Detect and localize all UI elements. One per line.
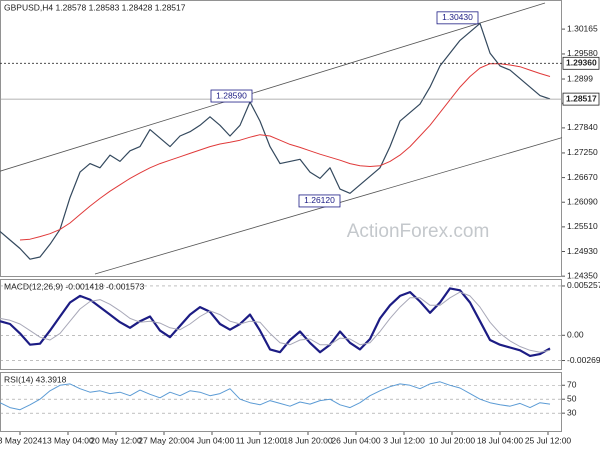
x-tick-label: 18 Jul 04:00	[477, 435, 524, 445]
y-tick-label: 1.25510	[567, 221, 598, 231]
x-tick-label: 25 Jul 12:00	[525, 435, 572, 445]
panel-title: MACD(12,26,9) -0.001418 -0.001573	[4, 281, 145, 291]
x-tick-label: 10 Jul 20:00	[429, 435, 476, 445]
annotation-box	[298, 194, 341, 208]
y-tick-label: 0.00	[567, 330, 584, 340]
annotation-box	[436, 11, 479, 25]
y-tick-label: 1.24350	[567, 270, 598, 280]
panel-frame	[0, 372, 562, 432]
panel-frame	[0, 0, 562, 277]
level-label: 1.28517	[566, 93, 597, 103]
annotation-label: 1.30430	[442, 12, 473, 22]
x-tick-label: 20 May 12:00	[90, 435, 142, 445]
annotation-label: 1.26120	[304, 195, 335, 205]
x-tick-label: 3 May 2024	[0, 435, 42, 445]
y-tick-label: 1.26670	[567, 172, 598, 182]
y-tick-label: 70	[567, 380, 577, 390]
series-line	[0, 381, 551, 411]
series-line	[19, 63, 551, 241]
y-tick-label: 1.29580	[567, 48, 598, 58]
watermark: ActionForex.com	[347, 221, 490, 242]
y-tick-label: 30	[567, 407, 577, 417]
y-tick-label: 1.26090	[567, 196, 598, 206]
series-line	[0, 291, 551, 353]
x-tick-label: 18 Jun 20:00	[283, 435, 332, 445]
y-tick-label: 1.24930	[567, 246, 598, 256]
x-tick-label: 27 May 20:00	[138, 435, 190, 445]
panel-frame	[0, 279, 562, 370]
y-tick-label: 1.27250	[567, 147, 598, 157]
annotation-label: 1.28590	[216, 90, 247, 100]
panel-title: GBPUSD,H4 1.28578 1.28583 1.28428 1.2851…	[4, 2, 186, 12]
level-box	[562, 56, 600, 70]
x-tick-label: 3 Jul 12:00	[383, 435, 425, 445]
x-tick-label: 4 Jun 04:00	[190, 435, 235, 445]
y-tick-label: 1.2899	[567, 73, 593, 83]
y-tick-label: 0.005257	[567, 280, 600, 290]
level-box	[562, 92, 600, 106]
x-tick-label: 11 Jun 12:00	[236, 435, 285, 445]
level-label: 1.29360	[566, 58, 597, 68]
x-tick-label: 13 May 04:00	[42, 435, 94, 445]
y-tick-label: 50	[567, 393, 577, 403]
annotation-box	[210, 89, 253, 103]
series-line	[0, 22, 551, 260]
channel-line	[0, 2, 546, 172]
y-tick-label: -0.00269	[567, 355, 600, 365]
y-tick-label: 1.27840	[567, 122, 598, 132]
x-tick-label: 26 Jun 04:00	[331, 435, 380, 445]
panel-title: RSI(14) 43.3918	[4, 374, 67, 384]
y-tick-label: 1.30165	[567, 23, 598, 33]
